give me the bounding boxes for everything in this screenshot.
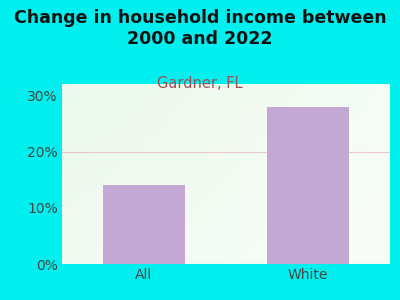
Text: Gardner, FL: Gardner, FL [157,76,243,92]
Bar [103,185,185,264]
Text: Change in household income between
2000 and 2022: Change in household income between 2000 … [14,9,386,48]
Bar [267,106,349,264]
